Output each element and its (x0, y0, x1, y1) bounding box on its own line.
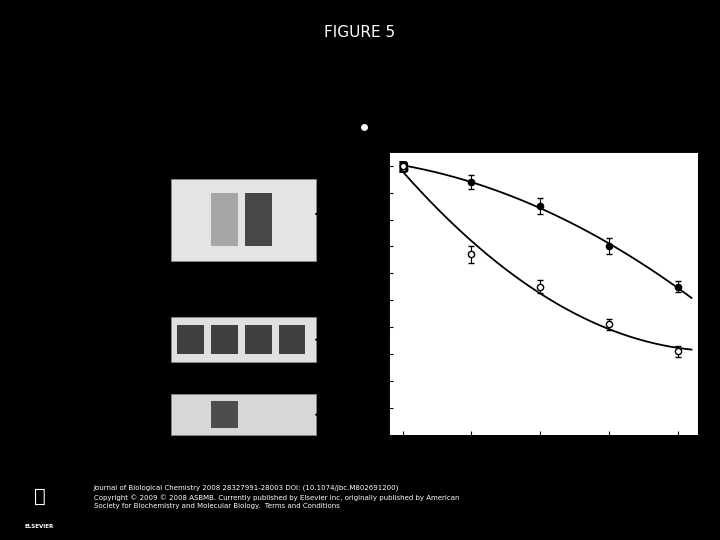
Text: ←70 kDa: ←70 kDa (328, 410, 362, 419)
Text: anti-nitrotyrosine: anti-nitrotyrosine (185, 285, 264, 293)
Text: +: + (278, 150, 287, 160)
Text: anti-GSH: anti-GSH (204, 451, 244, 460)
Text: OONO⁻: OONO⁻ (118, 150, 156, 160)
Text: FIGURE 5: FIGURE 5 (325, 25, 395, 40)
Text: Journal of Biological Chemistry 2008 28327991-28003 DOI: (10.1074/jbc.M802691200: Journal of Biological Chemistry 2008 283… (94, 485, 459, 509)
Text: –: – (212, 126, 217, 136)
Bar (211, 193, 238, 246)
Text: ELSEVIER: ELSEVIER (25, 524, 54, 529)
Bar (171, 179, 316, 260)
Bar (211, 401, 238, 428)
X-axis label: [OONO⁻] (μM): [OONO⁻] (μM) (505, 455, 582, 465)
Text: GS-SQR: GS-SQR (385, 85, 428, 94)
Bar (177, 325, 204, 354)
Bar (279, 325, 305, 354)
Text: A: A (106, 78, 119, 96)
Text: +: + (210, 102, 219, 111)
Text: ←70 kDa: ←70 kDa (328, 335, 362, 344)
Text: AbGSC90: AbGSC90 (203, 377, 246, 387)
Text: B: B (398, 161, 410, 176)
Bar (211, 325, 238, 354)
Text: Ab: Ab (218, 305, 230, 314)
Text: 🌳: 🌳 (34, 487, 45, 507)
Text: GS–SQR: GS–SQR (118, 126, 160, 136)
Text: SQR: SQR (385, 123, 409, 132)
Text: SQR: SQR (118, 102, 140, 111)
Text: +: + (244, 150, 253, 160)
Text: ←70 kDa: ←70 kDa (328, 210, 362, 218)
Bar (171, 318, 316, 362)
Text: –: – (212, 150, 217, 160)
Text: +: + (278, 102, 287, 111)
Bar (245, 193, 271, 246)
Text: +: + (244, 126, 253, 136)
Bar (245, 325, 271, 354)
Y-axis label: % Electron Transfer Activity: % Electron Transfer Activity (350, 221, 360, 366)
Text: –: – (280, 126, 285, 136)
Bar (171, 394, 316, 435)
